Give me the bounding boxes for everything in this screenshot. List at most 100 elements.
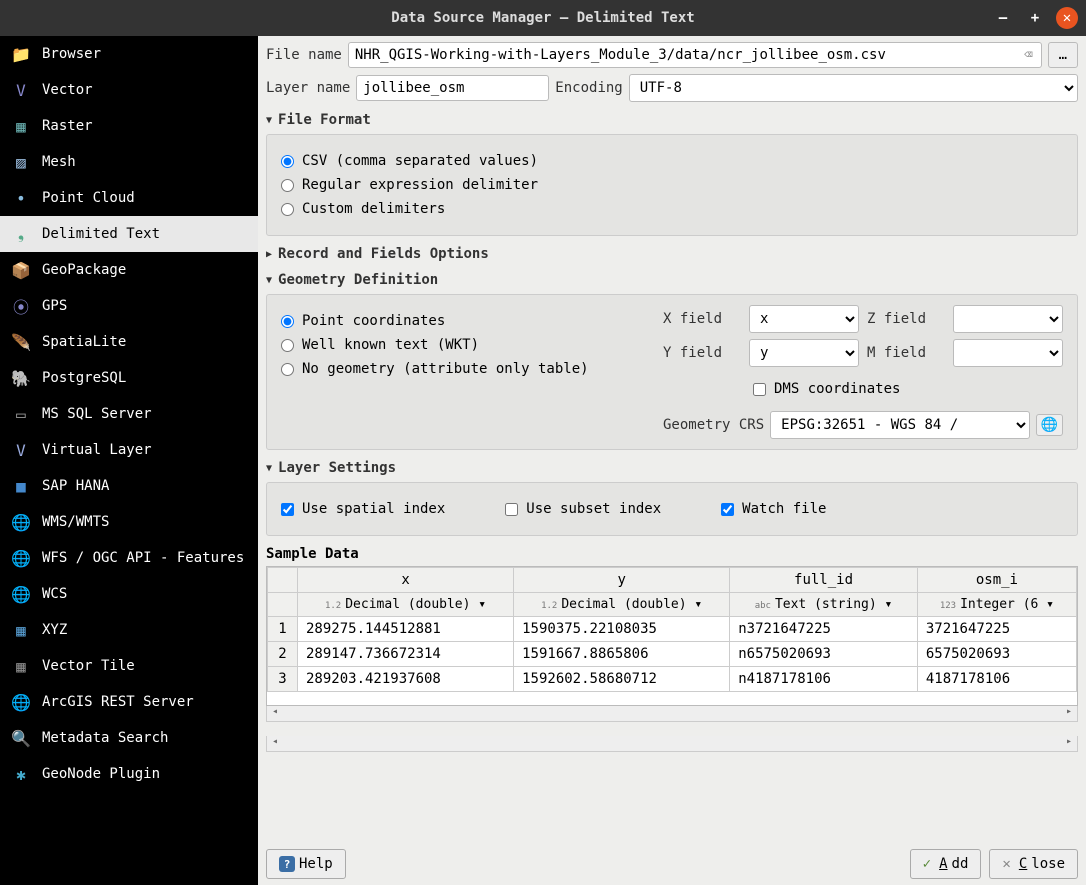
- spatial-index-checkbox[interactable]: [281, 503, 294, 516]
- subset-index-checkbox[interactable]: [505, 503, 518, 516]
- sidebar-item-vector[interactable]: VVector: [0, 72, 258, 108]
- sidebar-item-label: Vector Tile: [42, 658, 135, 674]
- sidebar-icon: 🪶: [10, 331, 32, 353]
- table-cell: n6575020693: [730, 642, 918, 667]
- sidebar-icon: ▦: [10, 619, 32, 641]
- dms-label: DMS coordinates: [774, 381, 900, 397]
- sidebar-item-label: WMS/WMTS: [42, 514, 109, 530]
- sidebar-item-wfs-ogc-api-features[interactable]: 🌐WFS / OGC API - Features: [0, 540, 258, 576]
- sidebar-item-geonode-plugin[interactable]: ✱GeoNode Plugin: [0, 756, 258, 792]
- sidebar-icon: ⦿: [10, 295, 32, 317]
- table-cell: n4187178106: [730, 667, 918, 692]
- table-row: 1289275.1445128811590375.22108035n372164…: [268, 617, 1077, 642]
- encoding-label: Encoding: [555, 80, 622, 96]
- close-window-button[interactable]: ✕: [1056, 7, 1078, 29]
- point-coords-label: Point coordinates: [302, 313, 445, 329]
- sidebar-icon: •: [10, 187, 32, 209]
- column-type-select[interactable]: abcText (string) ▾: [730, 593, 918, 617]
- sidebar-item-vector-tile[interactable]: ▦Vector Tile: [0, 648, 258, 684]
- wkt-radio[interactable]: [281, 339, 294, 352]
- layer-name-input[interactable]: [356, 75, 549, 101]
- sidebar-item-label: Raster: [42, 118, 93, 134]
- sidebar-icon: ▭: [10, 403, 32, 425]
- crs-label: Geometry CRS: [663, 417, 764, 433]
- x-field-select[interactable]: x: [749, 305, 859, 333]
- column-type-select[interactable]: 123Integer (6 ▾: [917, 593, 1076, 617]
- sidebar-item-point-cloud[interactable]: •Point Cloud: [0, 180, 258, 216]
- record-fields-header[interactable]: ▶Record and Fields Options: [266, 246, 1078, 262]
- sidebar-item-sap-hana[interactable]: ■SAP HANA: [0, 468, 258, 504]
- browse-button[interactable]: …: [1048, 42, 1078, 68]
- encoding-select[interactable]: UTF-8: [629, 74, 1078, 102]
- regex-radio[interactable]: [281, 179, 294, 192]
- table-cell: 289203.421937608: [298, 667, 514, 692]
- csv-radio[interactable]: [281, 155, 294, 168]
- sidebar-icon: ▦: [10, 115, 32, 137]
- column-header[interactable]: full_id: [730, 568, 918, 593]
- maximize-button[interactable]: +: [1024, 7, 1046, 29]
- custom-radio[interactable]: [281, 203, 294, 216]
- sidebar-item-arcgis-rest-server[interactable]: 🌐ArcGIS REST Server: [0, 684, 258, 720]
- window-title: Data Source Manager — Delimited Text: [391, 10, 694, 26]
- watch-file-label: Watch file: [742, 501, 826, 517]
- sidebar-icon: ✱: [10, 763, 32, 785]
- csv-label: CSV (comma separated values): [302, 153, 538, 169]
- crs-picker-button[interactable]: 🌐: [1036, 414, 1063, 436]
- sidebar-item-postgresql[interactable]: 🐘PostgreSQL: [0, 360, 258, 396]
- sidebar-item-label: GPS: [42, 298, 67, 314]
- sidebar-icon: 🔍: [10, 727, 32, 749]
- minimize-button[interactable]: —: [992, 7, 1014, 29]
- sidebar-icon: 🌐: [10, 691, 32, 713]
- file-name-input[interactable]: [353, 45, 1020, 65]
- sidebar-item-wcs[interactable]: 🌐WCS: [0, 576, 258, 612]
- sample-data-table: xyfull_idosm_i 1.2Decimal (double) ▾1.2De…: [267, 567, 1077, 692]
- y-field-select[interactable]: y: [749, 339, 859, 367]
- sidebar-icon: 🌐: [10, 547, 32, 569]
- sidebar-item-label: SAP HANA: [42, 478, 109, 494]
- column-header[interactable]: x: [298, 568, 514, 593]
- sidebar-item-spatialite[interactable]: 🪶SpatiaLite: [0, 324, 258, 360]
- table-cell: 1592602.58680712: [514, 667, 730, 692]
- column-header[interactable]: osm_i: [917, 568, 1076, 593]
- file-format-header[interactable]: ▼File Format: [266, 112, 1078, 128]
- sidebar-item-label: PostgreSQL: [42, 370, 126, 386]
- column-type-select[interactable]: 1.2Decimal (double) ▾: [514, 593, 730, 617]
- sidebar-item-virtual-layer[interactable]: VVirtual Layer: [0, 432, 258, 468]
- sidebar-item-raster[interactable]: ▦ Raster: [0, 108, 258, 144]
- help-button[interactable]: ?Help: [266, 849, 346, 879]
- close-button[interactable]: Close: [989, 849, 1078, 879]
- geometry-header[interactable]: ▼Geometry Definition: [266, 272, 1078, 288]
- sidebar-item-metadata-search[interactable]: 🔍Metadata Search: [0, 720, 258, 756]
- crs-select[interactable]: EPSG:32651 - WGS 84 /: [770, 411, 1029, 439]
- no-geom-radio[interactable]: [281, 363, 294, 376]
- layer-settings-header[interactable]: ▼Layer Settings: [266, 460, 1078, 476]
- sidebar-icon: 📦: [10, 259, 32, 281]
- sidebar-icon: V: [10, 79, 32, 101]
- sidebar-item-ms-sql-server[interactable]: ▭MS SQL Server: [0, 396, 258, 432]
- table-cell: 1591667.8865806: [514, 642, 730, 667]
- watch-file-checkbox[interactable]: [721, 503, 734, 516]
- sidebar-item-geopackage[interactable]: 📦GeoPackage: [0, 252, 258, 288]
- add-button[interactable]: Add: [910, 849, 982, 879]
- sidebar-item-mesh[interactable]: ▨Mesh: [0, 144, 258, 180]
- column-type-select[interactable]: 1.2Decimal (double) ▾: [298, 593, 514, 617]
- spatial-index-label: Use spatial index: [302, 501, 445, 517]
- sidebar-item-browser[interactable]: 📁Browser: [0, 36, 258, 72]
- sidebar-item-label: Delimited Text: [42, 226, 160, 242]
- m-field-select[interactable]: [953, 339, 1063, 367]
- sidebar-item-gps[interactable]: ⦿ GPS: [0, 288, 258, 324]
- sidebar-item-wms-wmts[interactable]: 🌐WMS/WMTS: [0, 504, 258, 540]
- z-field-select[interactable]: [953, 305, 1063, 333]
- sidebar-item-xyz[interactable]: ▦XYZ: [0, 612, 258, 648]
- point-coords-radio[interactable]: [281, 315, 294, 328]
- file-name-label: File name: [266, 47, 342, 63]
- sidebar-item-delimited-text[interactable]: ❟Delimited Text: [0, 216, 258, 252]
- dms-checkbox[interactable]: [753, 383, 766, 396]
- column-header[interactable]: y: [514, 568, 730, 593]
- custom-label: Custom delimiters: [302, 201, 445, 217]
- content-scrollbar[interactable]: ◂▸: [266, 736, 1078, 752]
- table-scrollbar[interactable]: ◂▸: [266, 706, 1078, 722]
- clear-file-icon[interactable]: ⌫: [1020, 47, 1036, 63]
- regex-label: Regular expression delimiter: [302, 177, 538, 193]
- wkt-label: Well known text (WKT): [302, 337, 479, 353]
